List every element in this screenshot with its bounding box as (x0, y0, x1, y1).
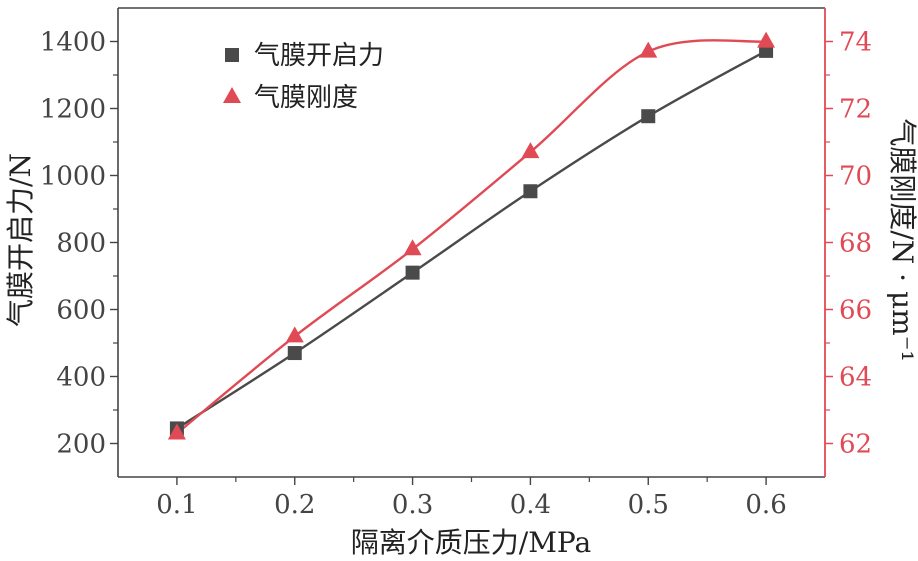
legend-label: 气膜开启力 (254, 41, 384, 71)
data-point-triangle (521, 142, 540, 159)
ticks: 0.1 0.2 0.3 0.4 0.5 0.6 200 400 600 800 1000 1200 14… (40, 28, 872, 521)
y-left-tick-label: 1200 (40, 95, 106, 125)
data-point-triangle (403, 239, 422, 256)
legend-label: 气膜刚度 (254, 83, 358, 113)
x-tick-label: 0.5 (628, 490, 669, 520)
y-left-tick-label: 600 (56, 296, 106, 326)
data-point-square (405, 265, 420, 280)
data-point-triangle (285, 326, 304, 343)
y-right-tick-label: 70 (839, 162, 872, 192)
series-marks (167, 31, 776, 440)
data-point-triangle (639, 41, 658, 58)
y-axis-right-title: 气膜刚度/N · μm⁻¹ (886, 118, 918, 361)
series-line-2 (176, 39, 767, 435)
data-point-square (287, 346, 302, 361)
y-right-tick-label: 68 (839, 229, 872, 259)
data-point-triangle (757, 31, 776, 48)
y-left-tick-label: 1000 (40, 162, 106, 192)
y-right-tick-label: 72 (839, 95, 872, 125)
data-point-square (641, 109, 656, 124)
y-right-tick-label: 64 (839, 363, 872, 393)
y-left-tick-label: 1400 (40, 28, 106, 58)
y-axis-left-title: 气膜开启力/N (4, 153, 37, 327)
axes (117, 7, 826, 478)
legend-marker-triangle (223, 87, 241, 103)
x-tick-label: 0.2 (274, 490, 315, 520)
data-point-triangle (167, 423, 186, 440)
x-tick-label: 0.1 (156, 490, 197, 520)
y-left-tick-label: 200 (56, 430, 106, 460)
series-lines (176, 39, 767, 435)
data-point-square (523, 184, 538, 199)
x-tick-label: 0.3 (392, 490, 433, 520)
x-tick-label: 0.4 (510, 490, 551, 520)
y-right-tick-label: 74 (839, 28, 872, 58)
x-tick-label: 0.6 (745, 490, 786, 520)
x-axis-title: 隔离介质压力/MPa (351, 526, 591, 559)
legend-marker-square (225, 48, 239, 62)
y-right-tick-label: 66 (839, 296, 872, 326)
y-left-tick-label: 800 (56, 229, 106, 259)
y-right-tick-label: 62 (839, 430, 872, 460)
y-left-tick-label: 400 (56, 363, 106, 393)
series-line-1 (176, 49, 767, 430)
